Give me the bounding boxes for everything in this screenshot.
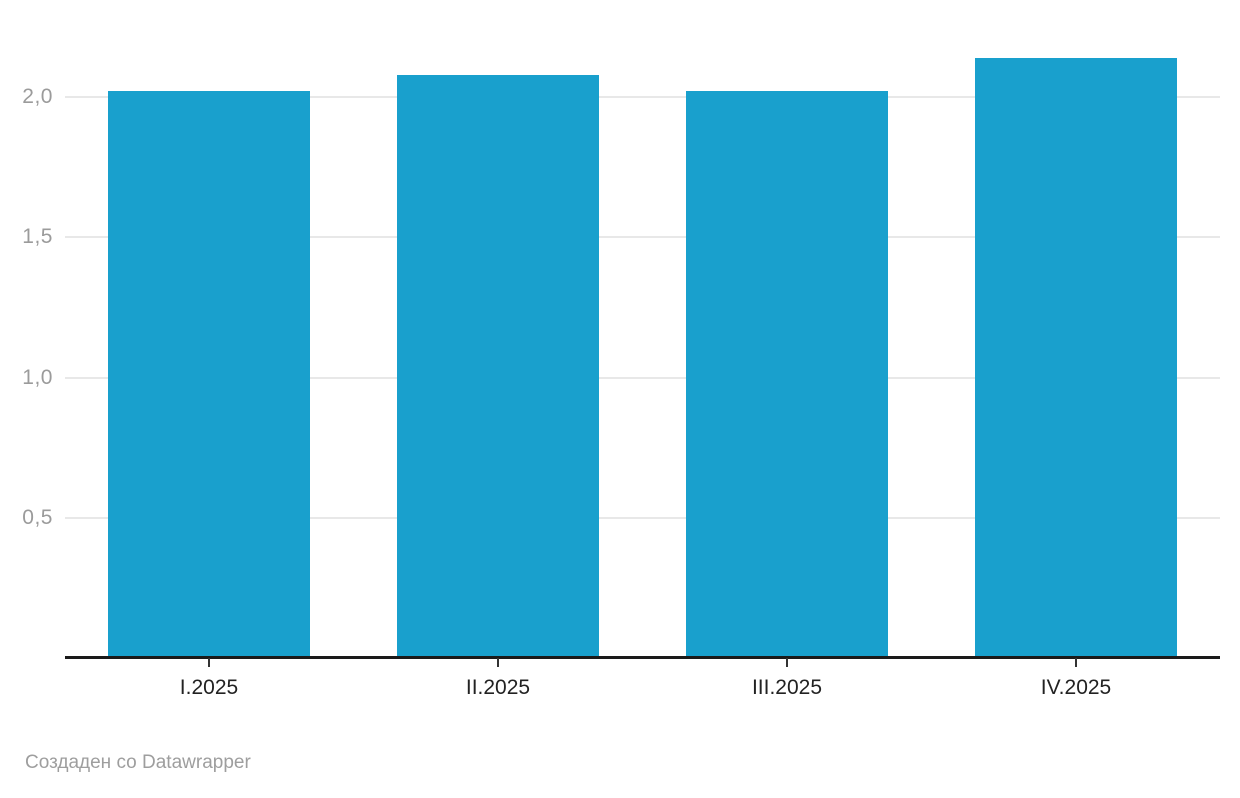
gridline [65,377,1220,379]
x-axis-tick [1075,658,1077,667]
bar-III.2025 [686,91,888,658]
x-axis-tick [786,658,788,667]
bar-I.2025 [108,91,310,658]
bar-IV.2025 [975,58,1177,658]
x-axis-label: I.2025 [179,676,239,699]
gridline [65,236,1220,238]
x-axis-tick [497,658,499,667]
y-axis-tick-label: 1,0 [22,366,53,389]
gridline [65,517,1220,519]
x-axis-line [65,656,1220,659]
x-axis-label: II.2025 [465,676,531,699]
y-axis-tick-label: 2,0 [22,85,53,108]
attribution-link[interactable]: Создаден со Datawrapper [25,752,251,773]
y-axis-tick-label: 0,5 [22,506,53,529]
y-axis-tick-label: 1,5 [22,225,53,248]
gridline [65,96,1220,98]
x-axis-tick [208,658,210,667]
x-axis-label: IV.2025 [1040,676,1112,699]
x-axis-label: III.2025 [751,676,823,699]
bar-II.2025 [397,75,599,658]
